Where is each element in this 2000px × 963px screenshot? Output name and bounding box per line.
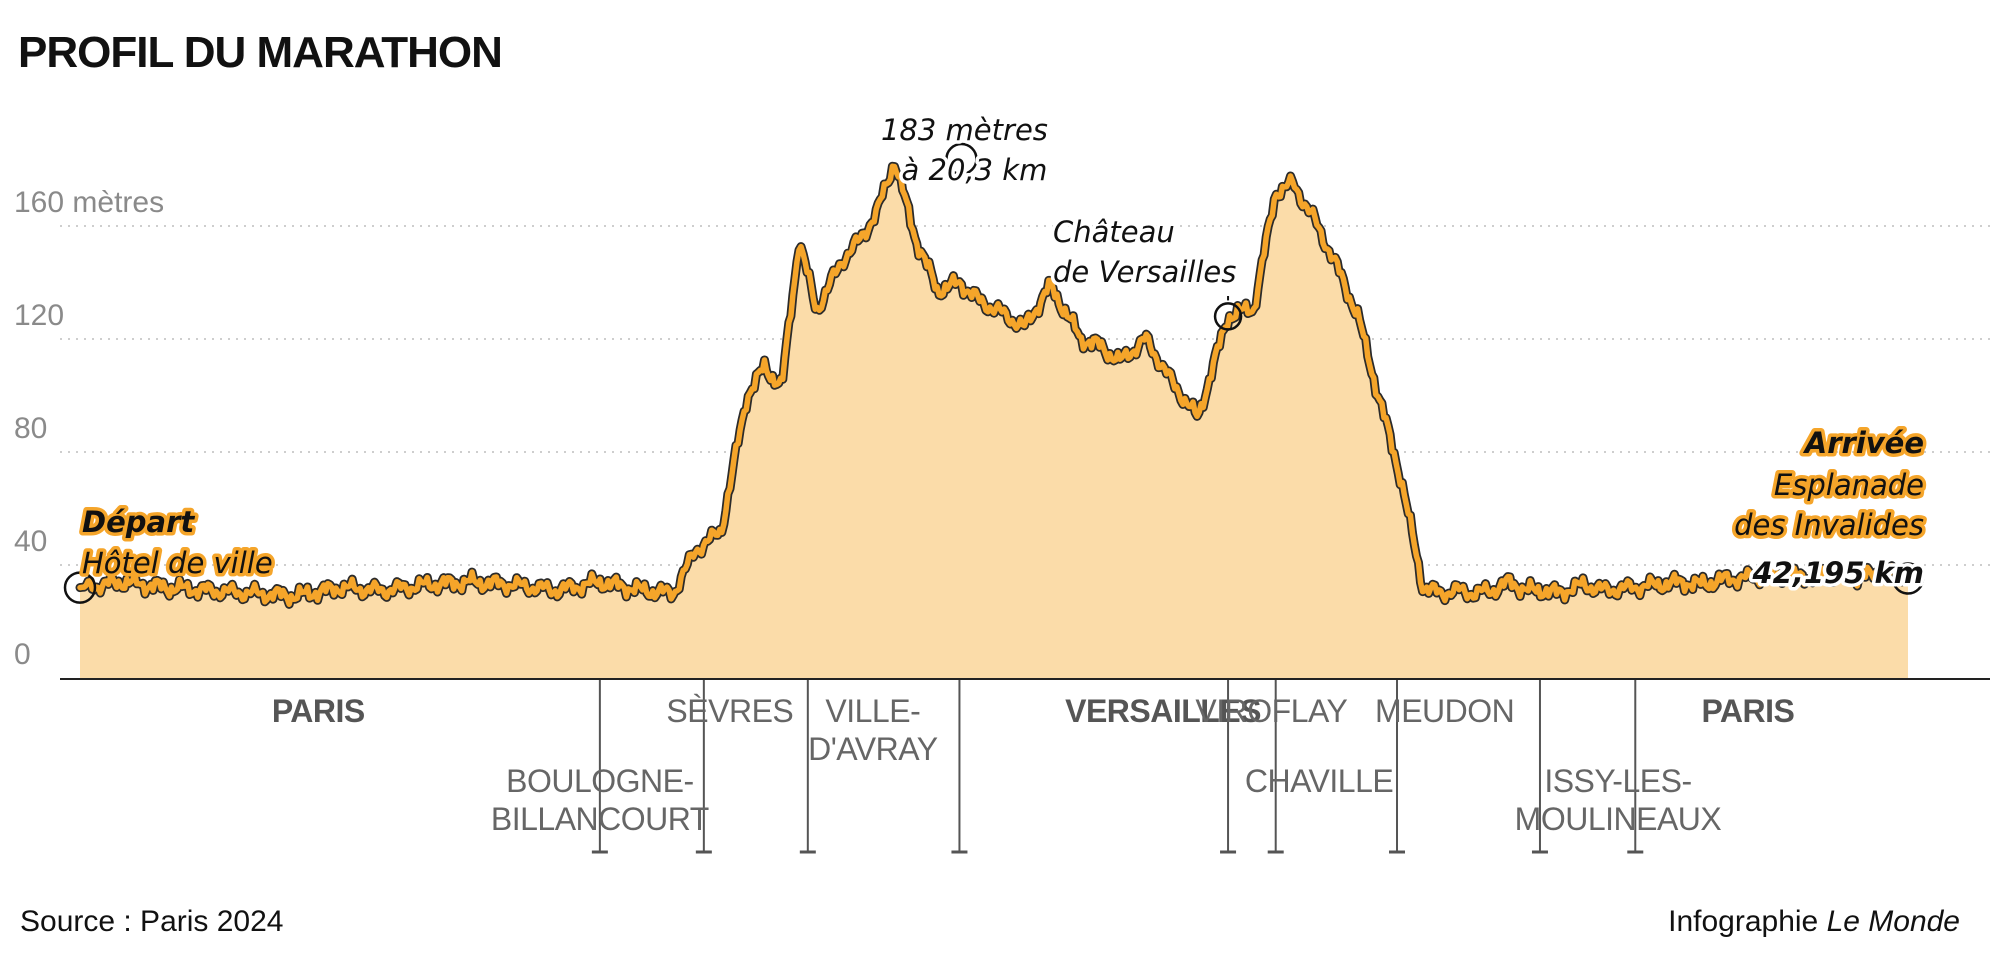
annotations: Départ Hôtel de ville 183 mètres à 20,3 kmC… [63,110,1928,604]
place-label-paris-1: PARIS [272,693,366,729]
y-tick-label-40: 40 [14,525,47,558]
chateau-sublabel: de Versailles [1053,255,1236,289]
place-label-line: PARIS [272,693,365,729]
elevation-fill [80,166,1908,679]
elevation-line [77,163,1911,608]
peak-marker [945,142,978,176]
chart-title: PROFIL DU MARATHON [18,28,503,77]
arrivee-label-3: 42,195 km [1751,556,1924,590]
place-label-paris-2: PARIS [1701,693,1795,729]
place-label-chaville: CHAVILLE [1245,763,1394,799]
source-note: Source : Paris 2024 [20,905,284,938]
y-tick-label-0: 0 [14,638,31,671]
place-label-line: VILLE- [825,693,920,729]
depart-sublabel: Hôtel de ville [82,546,273,580]
depart-marker [63,571,97,604]
credit-brand: Le Monde [1826,905,1960,938]
credit-prefix: Infographie [1668,905,1827,938]
place-label-boulogne-billancourt: BOULOGNE-BILLANCOURT [491,763,709,837]
place-label-line: SÈVRES [666,693,793,729]
gridlines: 0 40 80 120 160 mètres [14,186,1995,671]
place-label-line: VIROFLAY [1195,693,1347,729]
y-tick-label-80: 80 [14,412,47,445]
annotation-arrivee: Arrivée Esplanade des Invalides 42,195 km [1731,423,1928,595]
place-label-line: BOULOGNE- [506,763,694,799]
place-label-versailles: VERSAILLES [1065,693,1262,729]
place-label-viroflay: VIROFLAY [1195,693,1348,729]
annotation-chateau: Château de Versailles [1050,212,1243,331]
arrivee-label-0: Arrivée [1803,426,1924,460]
place-label-ville-davray: VILLE-D'AVRAY [808,693,938,767]
place-label-sevres: SÈVRES [666,693,793,729]
place-label-line: MEUDON [1375,693,1514,729]
arrivee-label-2: des Invalides [1734,508,1924,542]
place-label-line: CHAVILLE [1245,763,1393,799]
chateau-label: Château [1053,215,1175,249]
depart-label: Départ [82,505,195,539]
arrivee-label-1: Esplanade [1774,468,1924,502]
place-label-line: MOULINEAUX [1515,801,1722,837]
annotation-peak: 183 mètres à 20,3 km [877,110,1051,191]
place-label-line: VERSAILLES [1065,693,1261,729]
place-label-meudon: MEUDON [1375,693,1515,729]
peak-sublabel: à 20,3 km [902,153,1048,187]
place-labels: PARIS BOULOGNE-BILLANCOURT SÈVRES VILLE-D'A… [272,693,1795,837]
place-label-line: PARIS [1701,693,1794,729]
elevation-area [75,161,1913,679]
place-label-line: BILLANCOURT [491,801,709,837]
annotation-depart: Départ Hôtel de ville [63,502,276,604]
y-tick-label-160: 160 mètres [14,186,164,219]
place-label-line: ISSY-LES- [1544,763,1691,799]
arrivee-marker [1891,562,1925,595]
place-label-line: D'AVRAY [808,731,938,767]
y-tick-label-120: 120 [14,299,64,332]
peak-label: 183 mètres [881,113,1048,147]
chateau-marker [1213,302,1243,331]
credit-note: Infographie Le Monde [1668,905,1960,939]
place-label-issy-les-moulineaux: ISSY-LES-MOULINEAUX [1515,763,1722,837]
